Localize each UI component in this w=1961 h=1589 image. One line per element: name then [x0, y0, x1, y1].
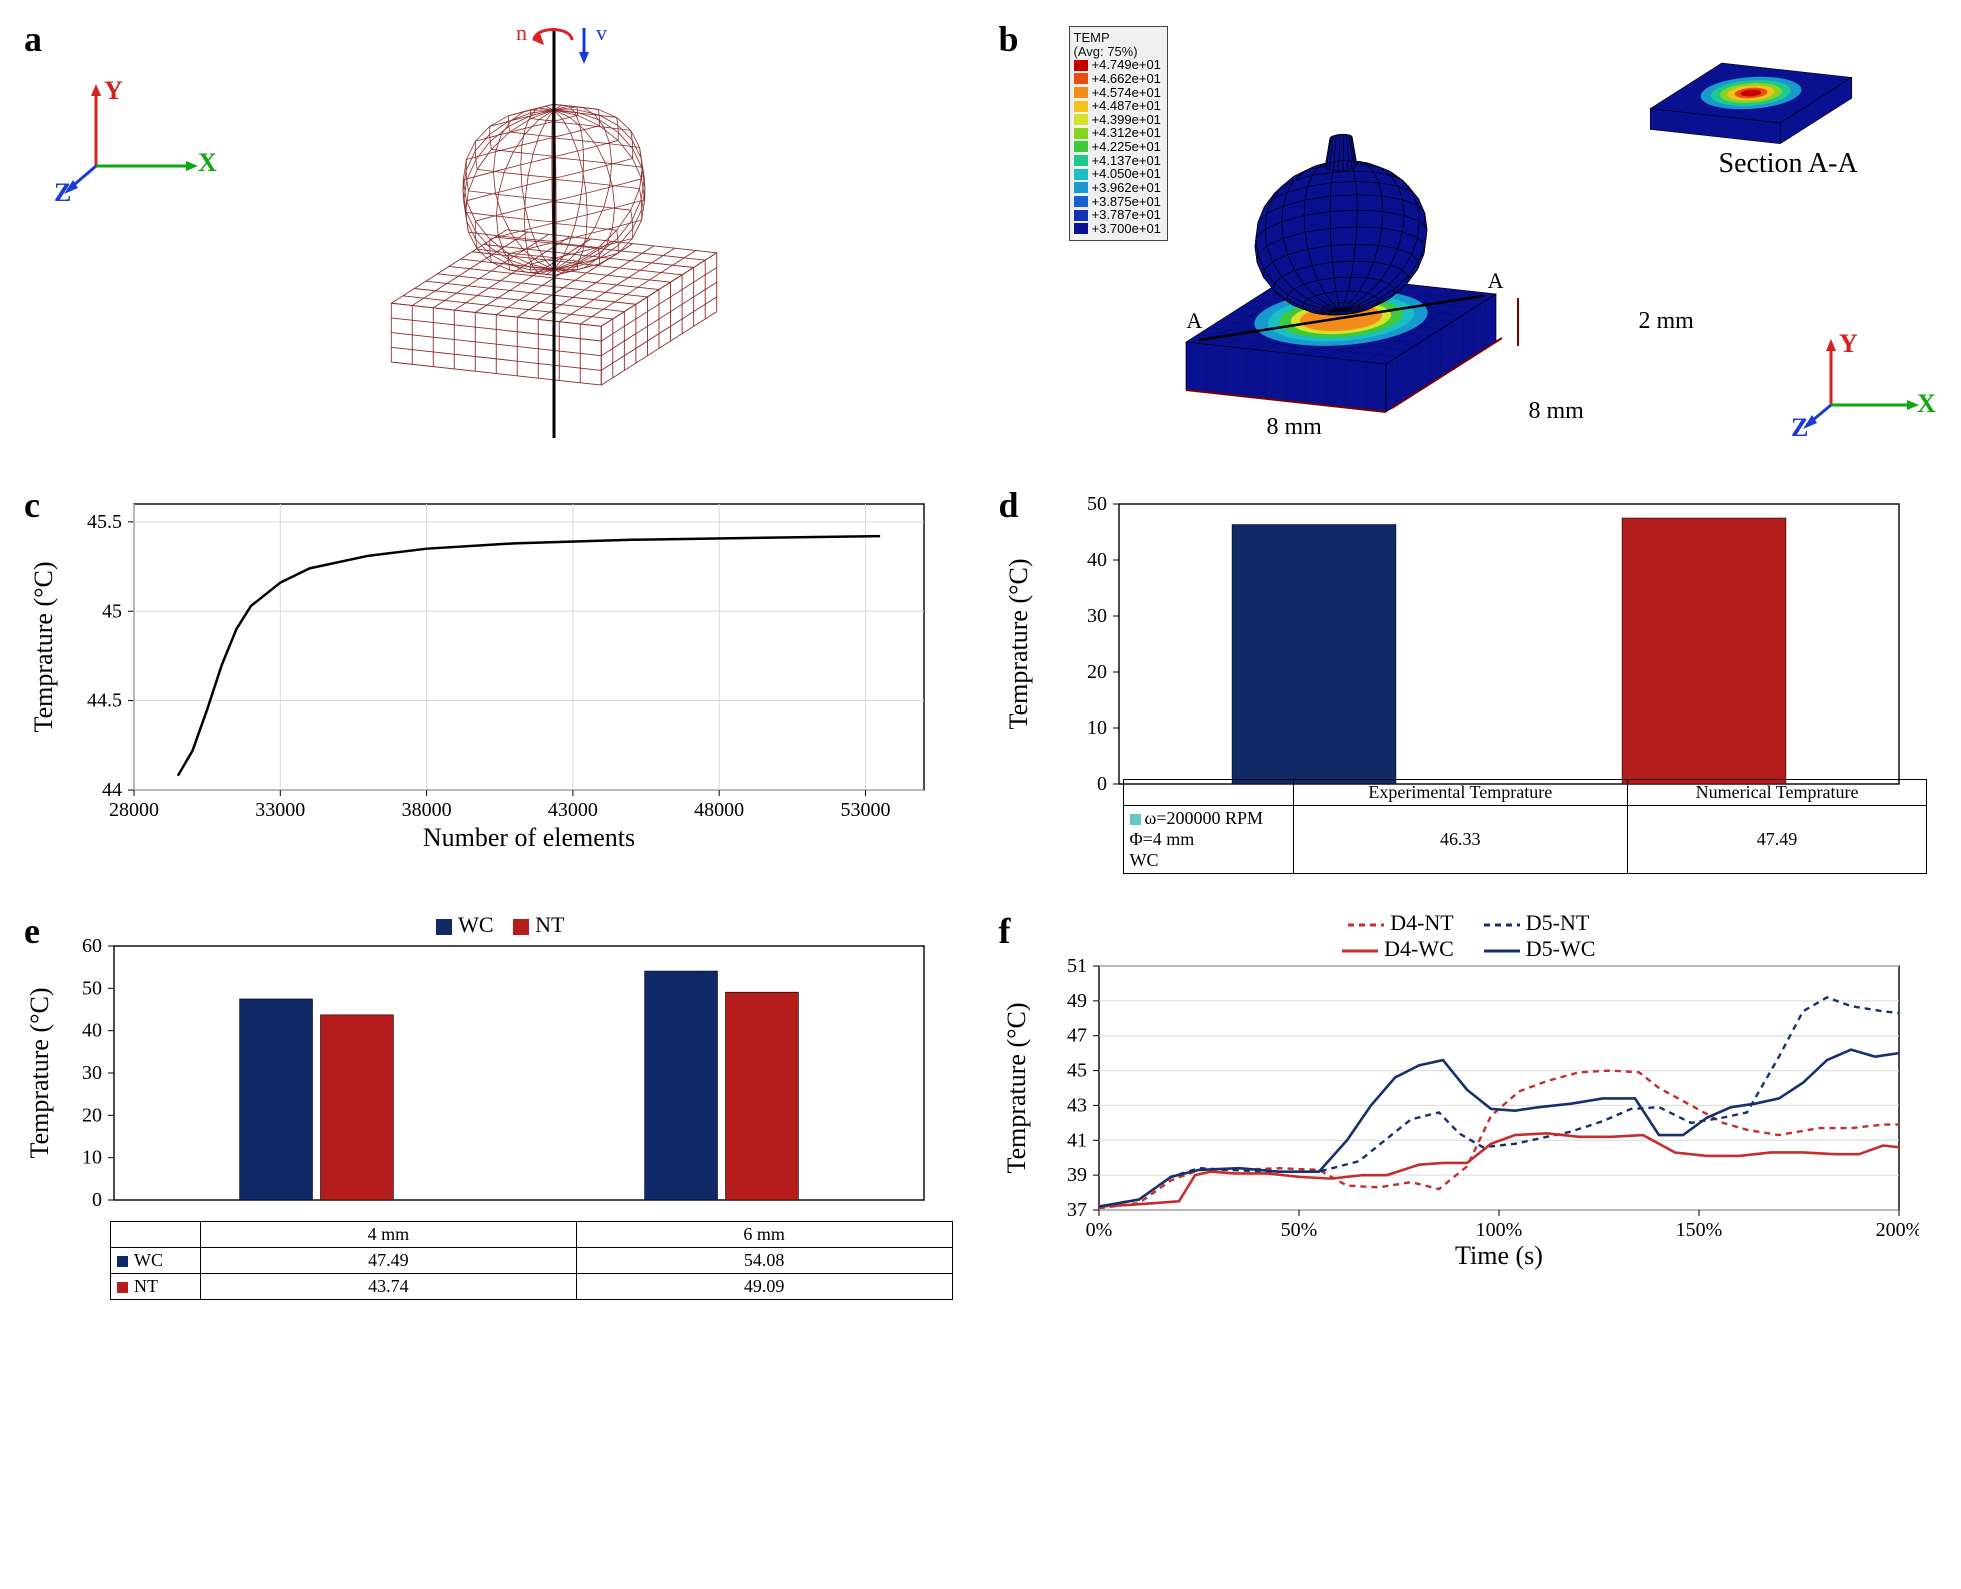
- svg-text:10: 10: [82, 1147, 102, 1169]
- svg-text:Temprature (°C): Temprature (°C): [1004, 558, 1033, 729]
- svg-text:37: 37: [1067, 1199, 1087, 1221]
- svg-text:30: 30: [1087, 605, 1107, 627]
- table-d: Experimental TempratureNumerical Temprat…: [1123, 779, 1928, 874]
- svg-text:43000: 43000: [548, 799, 598, 821]
- panel-d: d 01020304050Temprature (°C) Experimenta…: [999, 484, 1938, 874]
- axis-z-label: Z: [54, 178, 71, 208]
- svg-text:A: A: [1487, 268, 1503, 293]
- annot-n: n: [516, 20, 527, 46]
- annot-v: v: [596, 20, 607, 46]
- fem-model-b: AA: [1011, 18, 1941, 448]
- svg-text:30: 30: [82, 1062, 102, 1084]
- dim-8mm-1: 8 mm: [1267, 414, 1322, 441]
- svg-text:47: 47: [1067, 1025, 1087, 1047]
- panel-c: c 4444.54545.528000330003800043000480005…: [24, 484, 963, 874]
- panel-e: e WC NT 0102030405060Temprature (°C) 4 m…: [24, 910, 963, 1300]
- svg-text:48000: 48000: [694, 799, 744, 821]
- axis-x-label: X: [198, 148, 217, 178]
- axis-y-label: Y: [104, 76, 123, 106]
- svg-text:28000: 28000: [109, 799, 159, 821]
- svg-text:33000: 33000: [255, 799, 305, 821]
- axis-y-label-b: Y: [1839, 329, 1858, 359]
- svg-text:Temprature (°C): Temprature (°C): [25, 987, 54, 1158]
- svg-text:50: 50: [82, 977, 102, 999]
- svg-text:A: A: [1186, 308, 1202, 333]
- axis-x-label-b: X: [1917, 389, 1936, 419]
- panel-a: a Y X Z: [24, 18, 963, 448]
- panel-f: f D4-NTD5-NTD4-WCD5-WC 37394143454749510…: [999, 910, 1938, 1300]
- svg-text:10: 10: [1087, 717, 1107, 739]
- svg-text:44.5: 44.5: [87, 690, 122, 712]
- panel-a-label: a: [24, 18, 42, 60]
- svg-text:0: 0: [1097, 773, 1107, 794]
- svg-text:200%: 200%: [1875, 1219, 1918, 1241]
- svg-text:0%: 0%: [1085, 1219, 1112, 1241]
- svg-text:49: 49: [1067, 990, 1087, 1012]
- svg-text:44: 44: [102, 779, 122, 801]
- svg-text:51: 51: [1067, 955, 1087, 977]
- time-series-chart: 37 39 41 43 45 47 49 51 0% 50% 100% 150% 200% Time (s…: [999, 910, 1919, 1270]
- svg-text:45: 45: [102, 600, 122, 622]
- material-bar-chart: 0 10 20 30 40 50 60 Temprature (°C): [24, 910, 944, 1210]
- svg-text:50: 50: [1087, 493, 1107, 515]
- svg-text:0: 0: [92, 1189, 102, 1210]
- validation-bar-chart: 0 10 20 30 40 50 Temprature (°C): [999, 484, 1919, 794]
- svg-text:20: 20: [1087, 661, 1107, 683]
- convergence-line-chart: 44 44.5 45 45.5 28000 33000 38000 43000 48000 530…: [24, 484, 944, 854]
- section-label: Section A-A: [1719, 148, 1858, 180]
- svg-text:Temprature (°C): Temprature (°C): [1002, 1002, 1031, 1173]
- svg-text:43: 43: [1067, 1094, 1087, 1116]
- panel-b: b TEMP (Avg: 75%) +4.749e+01+4.662e+01+4…: [999, 18, 1938, 448]
- svg-text:41: 41: [1067, 1129, 1087, 1151]
- axis-triad-b: Y X Z: [1803, 333, 1933, 440]
- wireframe-model-a: [224, 18, 924, 448]
- svg-text:100%: 100%: [1475, 1219, 1522, 1241]
- svg-text:Number of elements: Number of elements: [423, 823, 635, 852]
- dim-8mm-2: 8 mm: [1529, 398, 1584, 425]
- svg-text:Temprature (°C): Temprature (°C): [29, 561, 58, 732]
- svg-text:150%: 150%: [1675, 1219, 1722, 1241]
- table-e: 4 mm6 mmWC47.4954.08NT43.7449.09: [110, 1221, 953, 1300]
- axis-triad-a: Y X Z: [64, 78, 214, 205]
- svg-text:45.5: 45.5: [87, 511, 122, 533]
- dim-2mm: 2 mm: [1639, 308, 1694, 335]
- svg-text:60: 60: [82, 935, 102, 957]
- svg-text:40: 40: [82, 1020, 102, 1042]
- svg-text:45: 45: [1067, 1060, 1087, 1082]
- svg-text:39: 39: [1067, 1164, 1087, 1186]
- svg-text:40: 40: [1087, 549, 1107, 571]
- svg-text:38000: 38000: [402, 799, 452, 821]
- svg-text:50%: 50%: [1280, 1219, 1317, 1241]
- svg-text:20: 20: [82, 1104, 102, 1126]
- svg-text:Time (s): Time (s): [1455, 1241, 1543, 1270]
- axis-z-label-b: Z: [1791, 413, 1808, 443]
- svg-text:53000: 53000: [840, 799, 890, 821]
